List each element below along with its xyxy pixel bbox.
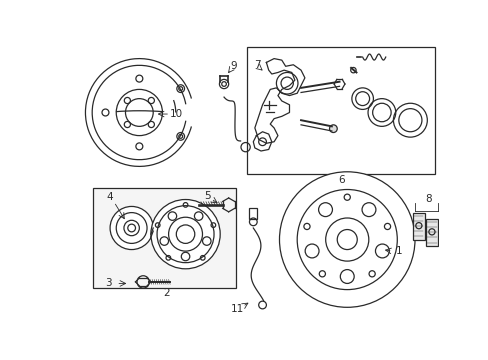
Circle shape [329,125,337,132]
Text: 3: 3 [105,278,112,288]
Text: 6: 6 [337,175,344,185]
Circle shape [157,206,214,263]
Bar [425,219,437,246]
Circle shape [116,213,147,243]
Text: 1: 1 [395,246,402,256]
Bar [93,188,235,288]
Circle shape [279,172,414,307]
Bar [246,47,434,174]
Text: 4: 4 [106,192,113,202]
Text: 5: 5 [203,191,210,201]
Text: 11: 11 [231,304,244,314]
Text: 9: 9 [229,61,236,71]
Circle shape [151,199,220,269]
Text: 8: 8 [424,194,430,204]
Text: 10: 10 [169,109,183,119]
Text: 2: 2 [163,288,169,298]
Bar [249,208,257,219]
Circle shape [110,206,153,249]
Text: 7: 7 [253,60,260,70]
Bar [412,213,424,239]
